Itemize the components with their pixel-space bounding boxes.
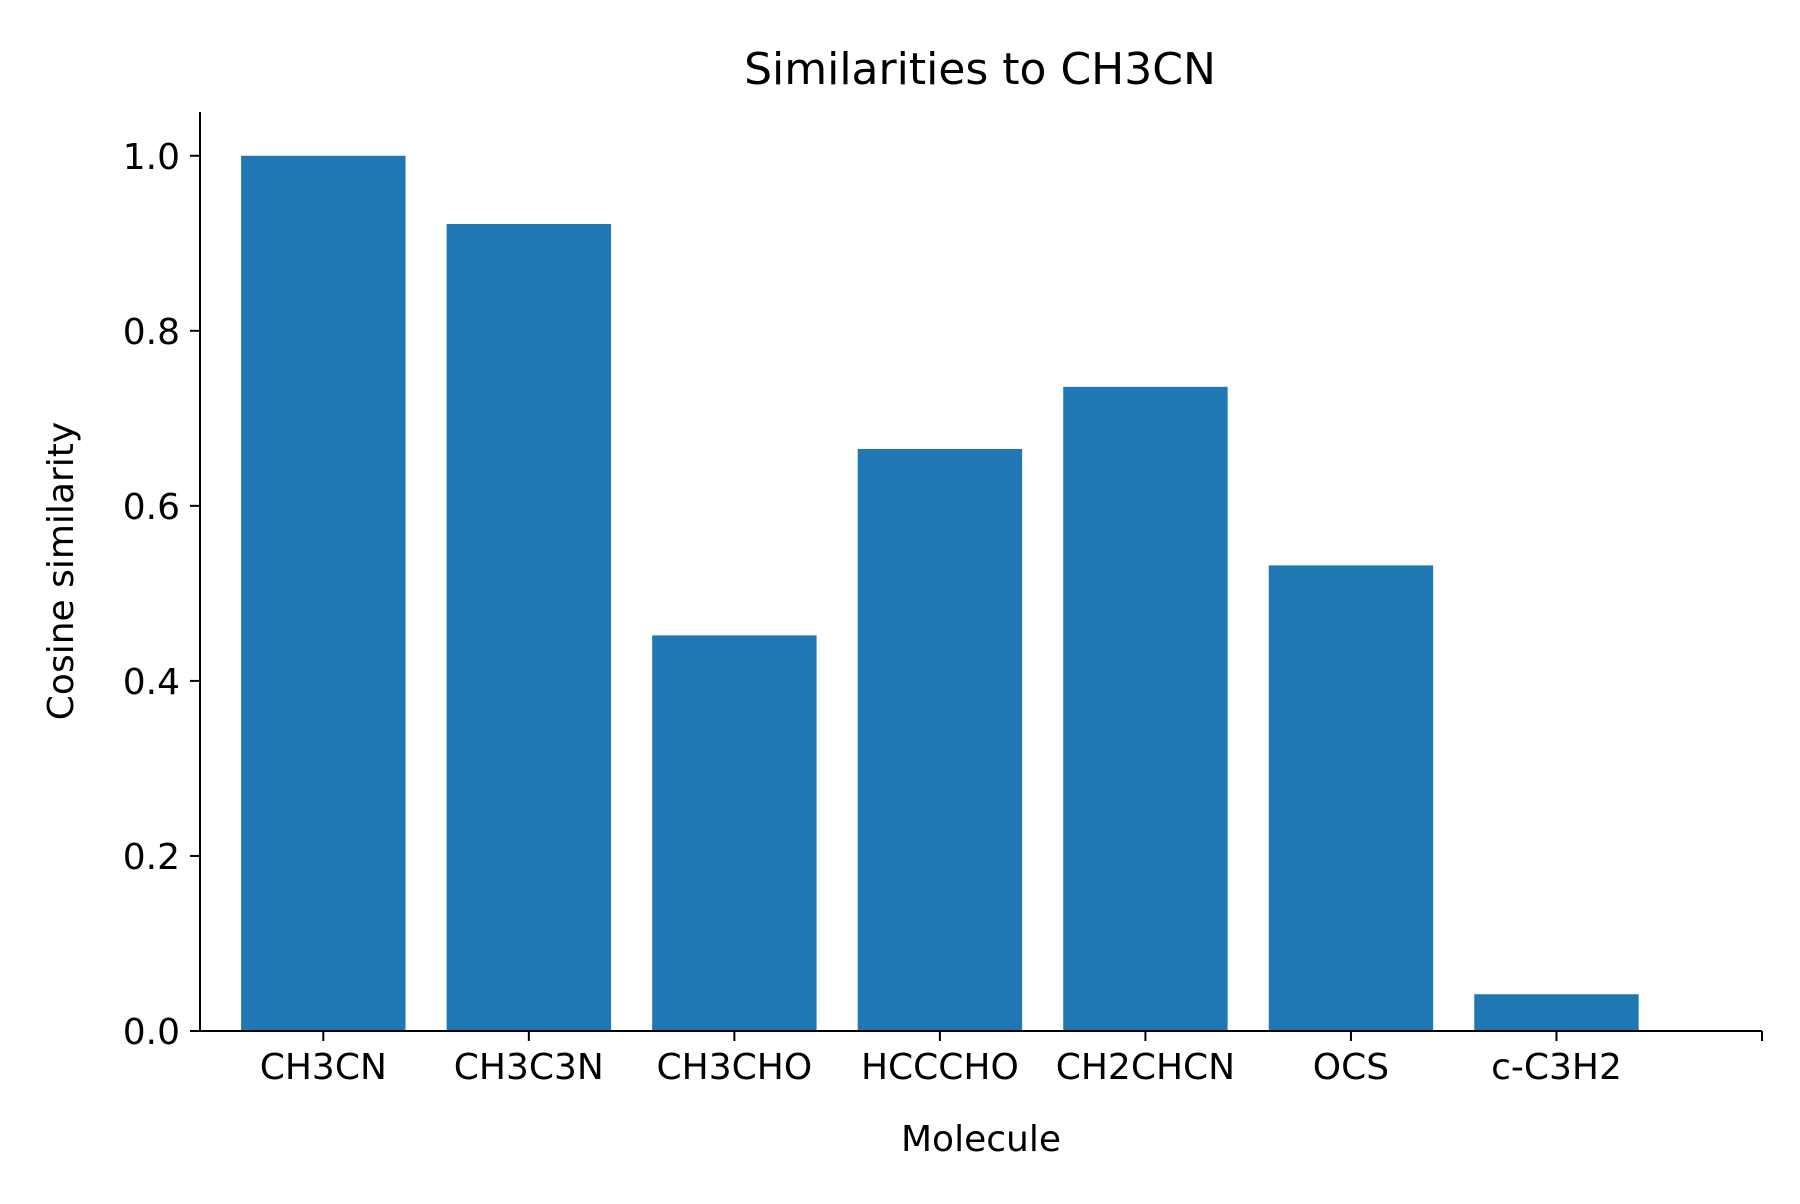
x-tick-label: CH2CHCN: [1056, 1047, 1235, 1088]
y-ticks-group: 0.0 0.2 0.4 0.6 0.8 1.0: [123, 137, 200, 1053]
bar-ch2chcn: [1063, 386, 1228, 1031]
bar-ch3cn: [241, 155, 406, 1031]
y-tick-label: 0.0: [123, 1012, 180, 1053]
y-tick-label: 1.0: [123, 137, 180, 178]
x-tick-label: HCCCHO: [861, 1047, 1019, 1088]
x-tick-label: OCS: [1313, 1047, 1389, 1088]
y-tick-label: 0.2: [123, 837, 180, 878]
y-tick-label: 0.4: [123, 662, 180, 703]
x-tick-label: CH3CN: [260, 1047, 387, 1088]
x-axis-label: Molecule: [901, 1119, 1061, 1160]
bar-c-c3h2: [1474, 994, 1639, 1031]
bar-ch3cho: [652, 635, 817, 1031]
x-tick-label: CH3CHO: [657, 1047, 813, 1088]
bar-ch3c3n: [446, 224, 612, 1032]
x-tick-label: CH3C3N: [454, 1047, 604, 1088]
y-tick-label: 0.8: [123, 312, 180, 353]
y-tick-label: 0.6: [123, 487, 180, 528]
bars-group: [241, 155, 1639, 1032]
bar-hcccho: [857, 448, 1023, 1031]
chart-title: Similarities to CH3CN: [744, 44, 1216, 95]
bar-ocs: [1268, 565, 1434, 1031]
x-ticks-group: CH3CN CH3C3N CH3CHO HCCCHO CH2CHCN OCS c-C3H2: [260, 1031, 1763, 1088]
x-tick-label: c-C3H2: [1491, 1047, 1622, 1088]
y-axis-label: Cosine similarity: [41, 422, 82, 720]
